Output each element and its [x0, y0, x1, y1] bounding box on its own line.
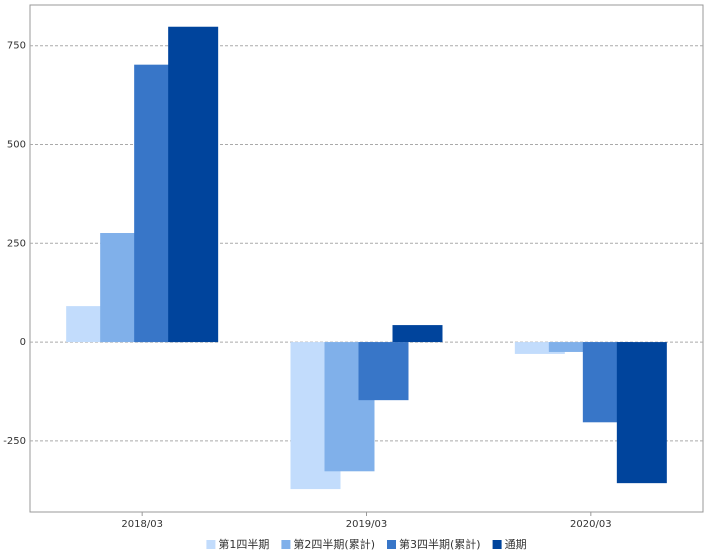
bar — [616, 342, 667, 484]
x-tick-label: 2018/03 — [121, 519, 163, 530]
y-tick-label: 750 — [7, 41, 26, 52]
bar — [514, 342, 565, 354]
bar — [392, 325, 443, 343]
x-tick-label: 2020/03 — [570, 519, 612, 530]
legend-swatch — [492, 540, 502, 549]
y-tick-label: 500 — [7, 139, 26, 150]
y-tick-label: -250 — [3, 436, 26, 447]
legend-label: 第3四半期(累計) — [399, 537, 481, 551]
legend-swatch — [387, 540, 396, 549]
bar — [548, 342, 599, 352]
legend-label: 第1四半期 — [218, 537, 269, 551]
y-tick-label: 0 — [20, 337, 26, 348]
legend-label: 通期 — [505, 538, 527, 551]
bar — [168, 26, 219, 343]
legend: 第1四半期 第2四半期(累計) 第3四半期(累計) 通期 — [206, 537, 527, 551]
legend-swatch — [206, 540, 216, 549]
y-tick-label: 250 — [7, 238, 26, 249]
legend-swatch — [281, 540, 291, 549]
legend-label: 第2四半期(累計) — [293, 537, 375, 551]
bar — [358, 342, 409, 401]
x-tick-label: 2019/03 — [346, 519, 388, 530]
